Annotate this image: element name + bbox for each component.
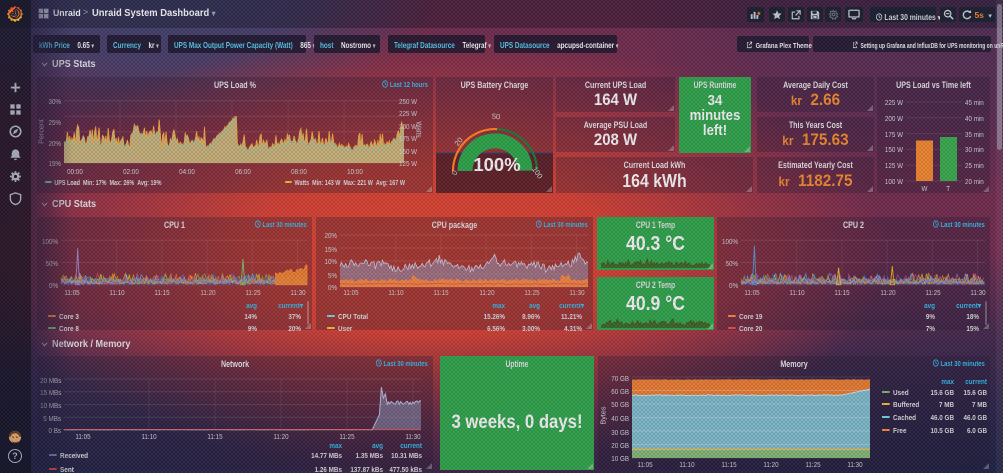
svg-text:0: 0: [450, 169, 460, 177]
svg-text:50: 50: [492, 112, 501, 121]
svg-text:100%: 100%: [473, 154, 520, 175]
svg-text:20: 20: [452, 136, 464, 148]
